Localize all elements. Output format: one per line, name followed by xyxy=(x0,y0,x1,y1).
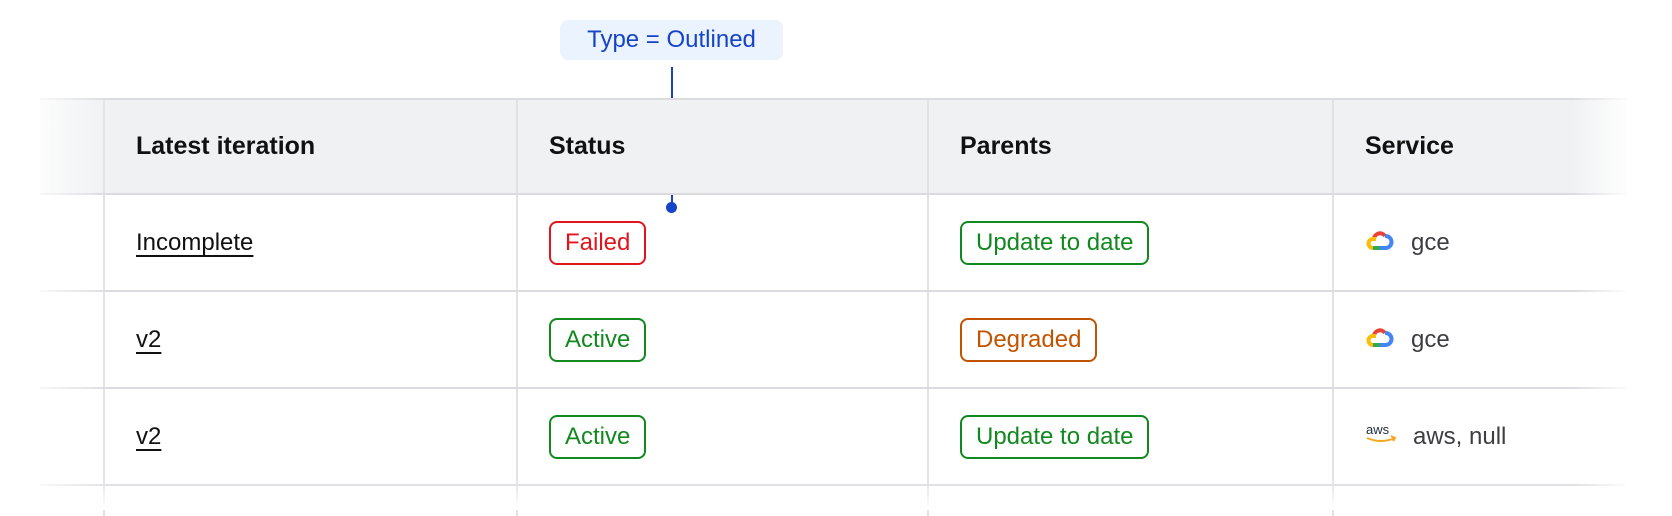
status-badge: Failed xyxy=(549,220,647,265)
cell xyxy=(927,486,1332,516)
annotation-label: Type = Outlined xyxy=(560,20,783,60)
column-header-parents[interactable]: Parents xyxy=(927,100,1332,193)
column-header-latest-iteration[interactable]: Latest iteration xyxy=(103,100,516,193)
column-header-status[interactable]: Status xyxy=(516,100,927,193)
cell-status: Failed xyxy=(516,195,927,290)
cell-service: gce xyxy=(1332,292,1627,387)
cell-service: gce xyxy=(1332,195,1627,290)
cell xyxy=(103,486,516,516)
cell-status: Active xyxy=(516,389,927,484)
cell-parents: Update to date xyxy=(927,195,1332,290)
service-label: aws, null xyxy=(1413,422,1507,450)
cell-parents: Update to date xyxy=(927,389,1332,484)
cell-status: Active xyxy=(516,292,927,387)
iteration-link[interactable]: v2 xyxy=(136,422,162,450)
google-cloud-icon xyxy=(1365,324,1395,355)
cell-spacer xyxy=(40,195,103,290)
table-row: Incomplete Failed Update to date gce xyxy=(40,193,1627,290)
cell-spacer xyxy=(40,389,103,484)
table-row: v2 Active Update to date aws aws, null xyxy=(40,387,1627,484)
cell-service: aws aws, null xyxy=(1332,389,1627,484)
table-header-row: Latest iteration Status Parents Service xyxy=(40,98,1627,193)
cell xyxy=(516,486,927,516)
cell xyxy=(1332,486,1627,516)
parents-badge: Update to date xyxy=(960,220,1150,265)
service-label: gce xyxy=(1411,325,1450,353)
cell-latest-iteration: v2 xyxy=(103,389,516,484)
cell-spacer xyxy=(40,486,103,516)
parents-badge: Update to date xyxy=(960,414,1150,459)
table-row: v2 Active Degraded gce xyxy=(40,290,1627,387)
cell-spacer xyxy=(40,292,103,387)
column-header-service[interactable]: Service xyxy=(1332,100,1627,193)
google-cloud-icon xyxy=(1365,227,1395,258)
annotation-anchor-dot xyxy=(666,202,677,213)
parents-badge: Degraded xyxy=(960,317,1098,362)
status-badge: Active xyxy=(549,414,647,459)
aws-icon: aws xyxy=(1365,421,1397,452)
table-row-partial xyxy=(40,484,1627,516)
cell-latest-iteration: Incomplete xyxy=(103,195,516,290)
data-table: Latest iteration Status Parents Service … xyxy=(40,98,1627,516)
header-spacer xyxy=(40,100,103,193)
iteration-link[interactable]: Incomplete xyxy=(136,228,254,256)
iteration-link[interactable]: v2 xyxy=(136,325,162,353)
cell-latest-iteration: v2 xyxy=(103,292,516,387)
svg-text:aws: aws xyxy=(1366,422,1390,437)
cell-parents: Degraded xyxy=(927,292,1332,387)
status-badge: Active xyxy=(549,317,647,362)
service-label: gce xyxy=(1411,228,1450,256)
